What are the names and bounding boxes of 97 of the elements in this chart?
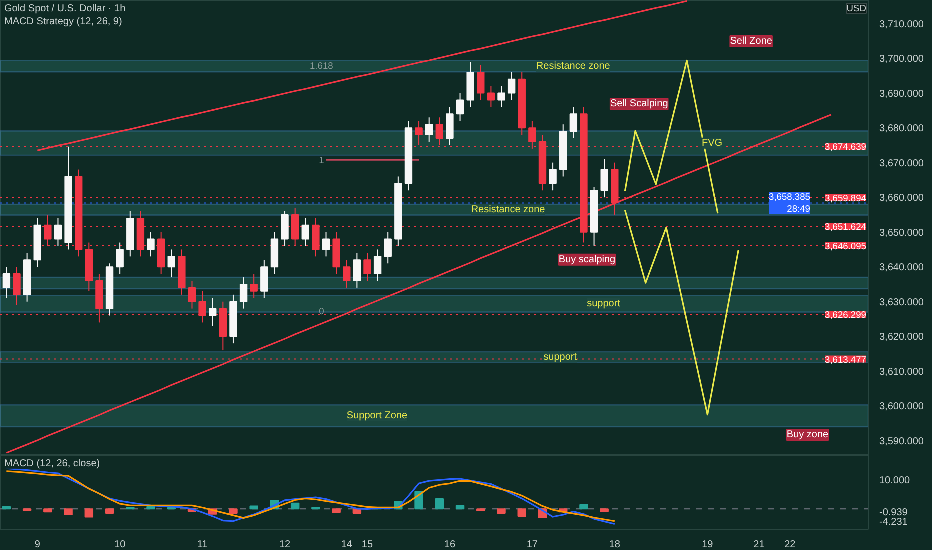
y-tick-label: 3,660.000 [880, 193, 924, 204]
candlestick [508, 72, 516, 101]
candlestick [54, 218, 62, 247]
x-tick-label: 12 [279, 540, 292, 550]
candlestick [209, 298, 217, 327]
bar [497, 508, 506, 514]
y-tick-label: 3,620.000 [880, 332, 924, 344]
band-label: support [587, 298, 621, 310]
x-tick-label: 18 [609, 540, 621, 550]
candlestick [364, 252, 372, 282]
ref-line-label: 3,659.894 [825, 193, 866, 204]
band-label: support [544, 352, 578, 363]
candlestick [374, 249, 382, 282]
x-tick-label: 16 [444, 540, 456, 550]
line-series [624, 210, 740, 416]
bar [600, 508, 609, 512]
annotation: Sell Scalping [610, 98, 668, 110]
candlestick [188, 280, 196, 310]
y-tick-label: 3,630.000 [880, 297, 924, 308]
candlestick [322, 232, 330, 258]
x-tick-label: 22 [784, 540, 796, 550]
annotation: 0 [319, 306, 324, 317]
candlestick [498, 86, 506, 108]
candlestick [456, 92, 464, 122]
band-label: FVG [702, 138, 723, 149]
y-tick-label: -4.231 [880, 516, 908, 528]
bar [332, 508, 341, 514]
x-tick-label: 10 [114, 540, 126, 550]
y-tick-label: 3,700.000 [880, 54, 924, 66]
annotation: 1.618 [310, 61, 334, 71]
y-axis-title: USD [846, 4, 867, 14]
candlestick [570, 106, 578, 139]
band-label: Resistance zone [536, 60, 611, 72]
candlestick [302, 218, 310, 247]
ref-line-label: 3,626.299 [825, 310, 866, 320]
bar [580, 504, 588, 510]
candlestick [168, 249, 176, 278]
y-tick-label: 3,590.000 [880, 436, 924, 448]
y-tick-label: 10.000 [880, 476, 911, 487]
ref-line-label: 3,646.095 [825, 241, 866, 252]
y-tick-label: -0.939 [880, 507, 908, 518]
bar [435, 498, 444, 510]
candlestick [353, 252, 362, 288]
candlestick [425, 117, 434, 142]
ref-line-label: 3,658.385 28:49 [769, 192, 810, 214]
candlestick [13, 266, 21, 306]
bar [44, 508, 52, 513]
candlestick [2, 266, 11, 299]
bar [64, 508, 73, 516]
candlestick [198, 290, 206, 324]
candlestick [600, 158, 608, 198]
bar [105, 508, 114, 514]
x-tick-label: 14 [341, 540, 353, 550]
candlestick [487, 86, 496, 108]
y-tick-label: 3,640.000 [880, 262, 924, 274]
candlestick [477, 65, 485, 101]
y-tick-label: 3,600.000 [880, 402, 924, 413]
x-tick-label: 11 [197, 540, 208, 550]
bar [290, 502, 300, 510]
bar [456, 505, 465, 510]
chart-title: MACD (12, 26, close) [4, 458, 100, 470]
ref-line-label: 3,651.624 [825, 222, 866, 232]
x-tick-label: 9 [34, 540, 41, 550]
x-tick-label: 17 [526, 540, 538, 550]
bar [518, 508, 526, 517]
x-tick-label: 21 [754, 540, 766, 550]
band-label: Support Zone [346, 410, 408, 422]
y-tick-label: 3,670.000 [880, 158, 924, 170]
y-tick-label: 3,710.000 [880, 19, 924, 30]
bar [146, 506, 156, 510]
x-tick-label: 15 [362, 540, 374, 550]
text: MACD Strategy (12, 26, 9) [4, 16, 122, 28]
y-tick-label: 3,650.000 [880, 228, 924, 239]
candlestick [415, 120, 423, 146]
y-tick-label: 3,680.000 [880, 124, 924, 135]
candlestick [343, 260, 351, 288]
chart-title: Gold Spot / U.S. Dollar · 1h [4, 4, 126, 14]
annotation: Sell Zone [730, 36, 773, 47]
bar [84, 508, 94, 518]
candlestick [250, 274, 258, 299]
y-tick-label: 3,610.000 [880, 366, 924, 378]
band-label: Resistance zone [471, 204, 546, 216]
candlestick [549, 162, 557, 192]
annotation: Buy scalping [558, 254, 616, 266]
candlestick [116, 242, 124, 275]
annotation: Buy zone [786, 430, 830, 441]
x-tick-label: 19 [702, 540, 714, 550]
annotation: 1 [319, 156, 324, 166]
ref-line-label: 3,613.477 [825, 354, 866, 365]
bar [229, 508, 238, 514]
bar [2, 506, 12, 510]
ref-line-label: 3,674.639 [825, 142, 866, 152]
candlestick [147, 232, 155, 258]
y-tick-label: 3,690.000 [880, 88, 924, 100]
candlestick [384, 232, 392, 264]
bar [250, 506, 258, 510]
candlestick [240, 277, 248, 310]
